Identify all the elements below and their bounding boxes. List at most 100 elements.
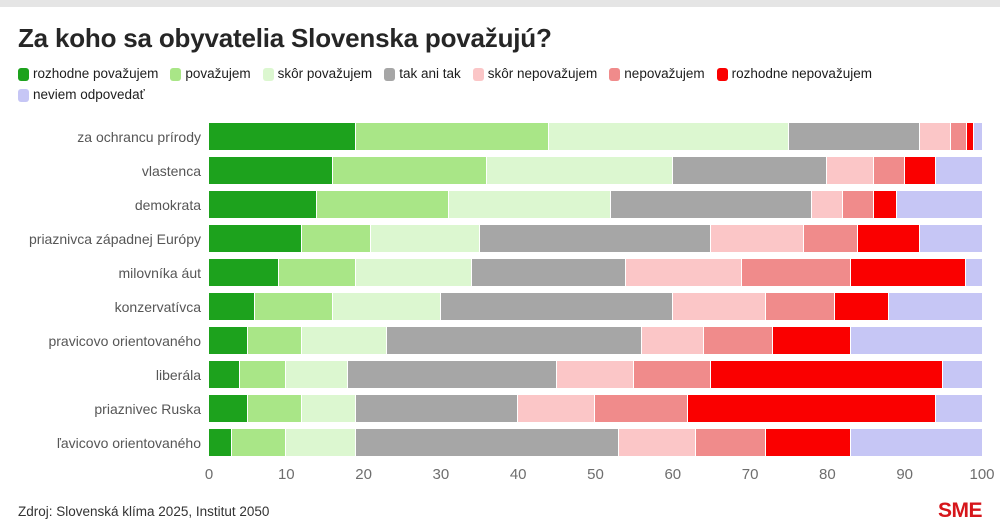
bar-row: ľavicovo orientovaného — [18, 429, 982, 456]
legend-item: nepovažujem — [609, 66, 705, 82]
bar-segment — [842, 191, 874, 218]
stacked-bar — [209, 123, 982, 150]
row-label: pravicovo orientovaného — [48, 332, 201, 349]
row-label: priaznivec Ruska — [94, 400, 201, 417]
x-axis-tick-label: 90 — [896, 466, 914, 483]
row-label: ľavicovo orientovaného — [56, 434, 201, 451]
x-axis-tick-label: 30 — [432, 466, 450, 483]
bar-segment — [209, 293, 256, 320]
top-border-strip — [0, 0, 1000, 7]
bar-segment — [688, 395, 936, 422]
legend-item: neviem odpovedať — [18, 87, 145, 103]
legend-label: považujem — [185, 66, 251, 81]
bar-row: vlastenca — [18, 157, 982, 184]
row-label: priaznivca západnej Európy — [29, 230, 201, 247]
bar-segment — [811, 191, 843, 218]
bar-segment — [278, 259, 356, 286]
bar-segment — [348, 361, 557, 388]
bar-segment — [943, 361, 982, 388]
legend-item: považujem — [170, 66, 251, 82]
bar-row: milovníka áut — [18, 259, 982, 286]
bar-segment — [672, 293, 766, 320]
stacked-bar — [209, 225, 982, 252]
chart-card: Za koho sa obyvatelia Slovenska považujú… — [0, 23, 1000, 523]
bar-segment — [371, 225, 480, 252]
stacked-bar — [209, 327, 982, 354]
legend-swatch-icon — [384, 67, 396, 81]
bar-row: liberála — [18, 361, 982, 388]
bar-segment — [711, 361, 944, 388]
stacked-bar — [209, 191, 982, 218]
bar-segment — [549, 123, 789, 150]
legend-label: skôr považujem — [277, 66, 373, 81]
bar-segment — [951, 123, 967, 150]
x-axis: 0 10 20 30 40 50 60 70 80 90 100 — [205, 463, 995, 487]
x-axis-tick-label: 10 — [277, 466, 295, 483]
bar-segment — [850, 327, 982, 354]
bar-segment — [935, 157, 982, 184]
bar-segment — [448, 191, 611, 218]
bar-segment — [209, 157, 333, 184]
bar-segment — [355, 123, 550, 150]
bar-segment — [209, 191, 318, 218]
bar-segment — [765, 293, 836, 320]
x-axis-tick-label: 60 — [664, 466, 682, 483]
bar-segment — [209, 395, 248, 422]
bar-segment — [556, 361, 635, 388]
legend-item: rozhodne považujem — [18, 66, 158, 82]
bar-segment — [301, 225, 372, 252]
bar-segment — [440, 293, 673, 320]
x-axis-tick-label: 70 — [741, 466, 759, 483]
bar-segment — [835, 293, 890, 320]
bar-row: pravicovo orientovaného — [18, 327, 982, 354]
bar-segment — [966, 259, 982, 286]
x-axis-tick-label: 80 — [819, 466, 836, 483]
source-note: Zdroj: Slovenská klíma 2025, Institut 20… — [18, 503, 270, 519]
bar-row: priaznivec Ruska — [18, 395, 982, 422]
bar-segment — [966, 123, 975, 150]
bar-segment — [850, 429, 982, 456]
bar-segment — [209, 327, 248, 354]
bar-segment — [301, 395, 356, 422]
bar-segment — [873, 157, 905, 184]
x-axis-tick-label: 0 — [204, 466, 214, 483]
stacked-bar — [209, 429, 982, 456]
chart-footer: Zdroj: Slovenská klíma 2025, Institut 20… — [18, 499, 983, 523]
bar-segment — [247, 327, 302, 354]
bar-segment — [209, 361, 240, 388]
bar-segment — [518, 395, 596, 422]
stacked-bar — [209, 259, 982, 286]
row-label: konzervatívca — [114, 298, 201, 315]
legend-item: rozhodne nepovažujem — [716, 66, 872, 82]
x-axis-tick-label: 20 — [355, 466, 372, 483]
row-label: vlastenca — [141, 162, 201, 179]
legend-label: skôr nepovažujem — [487, 66, 598, 81]
bar-segment — [209, 123, 356, 150]
chart-legend: rozhodne považujem považujem skôr považuje… — [18, 66, 982, 103]
sme-logo[interactable]: SME — [937, 499, 983, 522]
bar-segment — [247, 395, 302, 422]
bar-segment — [873, 191, 897, 218]
bar-segment — [255, 293, 333, 320]
bar-segment — [920, 123, 952, 150]
bar-row: priaznivca západnej Európy — [18, 225, 982, 252]
bar-segment — [487, 157, 673, 184]
legend-label: rozhodne považujem — [33, 66, 159, 81]
bar-segment — [595, 395, 689, 422]
row-label: demokrata — [134, 196, 201, 213]
bar-segment — [386, 327, 642, 354]
legend-item: skôr považujem — [262, 66, 373, 82]
bar-segment — [286, 361, 349, 388]
stacked-bar — [209, 361, 982, 388]
bar-row: demokrata — [18, 191, 982, 218]
bar-segment — [634, 361, 712, 388]
bar-segment — [209, 429, 233, 456]
bar-segment — [209, 259, 279, 286]
bar-segment — [695, 429, 766, 456]
bar-segment — [788, 123, 921, 150]
bar-segment — [889, 293, 982, 320]
bar-row: konzervatívca — [18, 293, 982, 320]
chart-title: Za koho sa obyvatelia Slovenska považujú… — [18, 23, 552, 53]
row-label: liberála — [155, 366, 201, 383]
bar-segment — [765, 429, 851, 456]
